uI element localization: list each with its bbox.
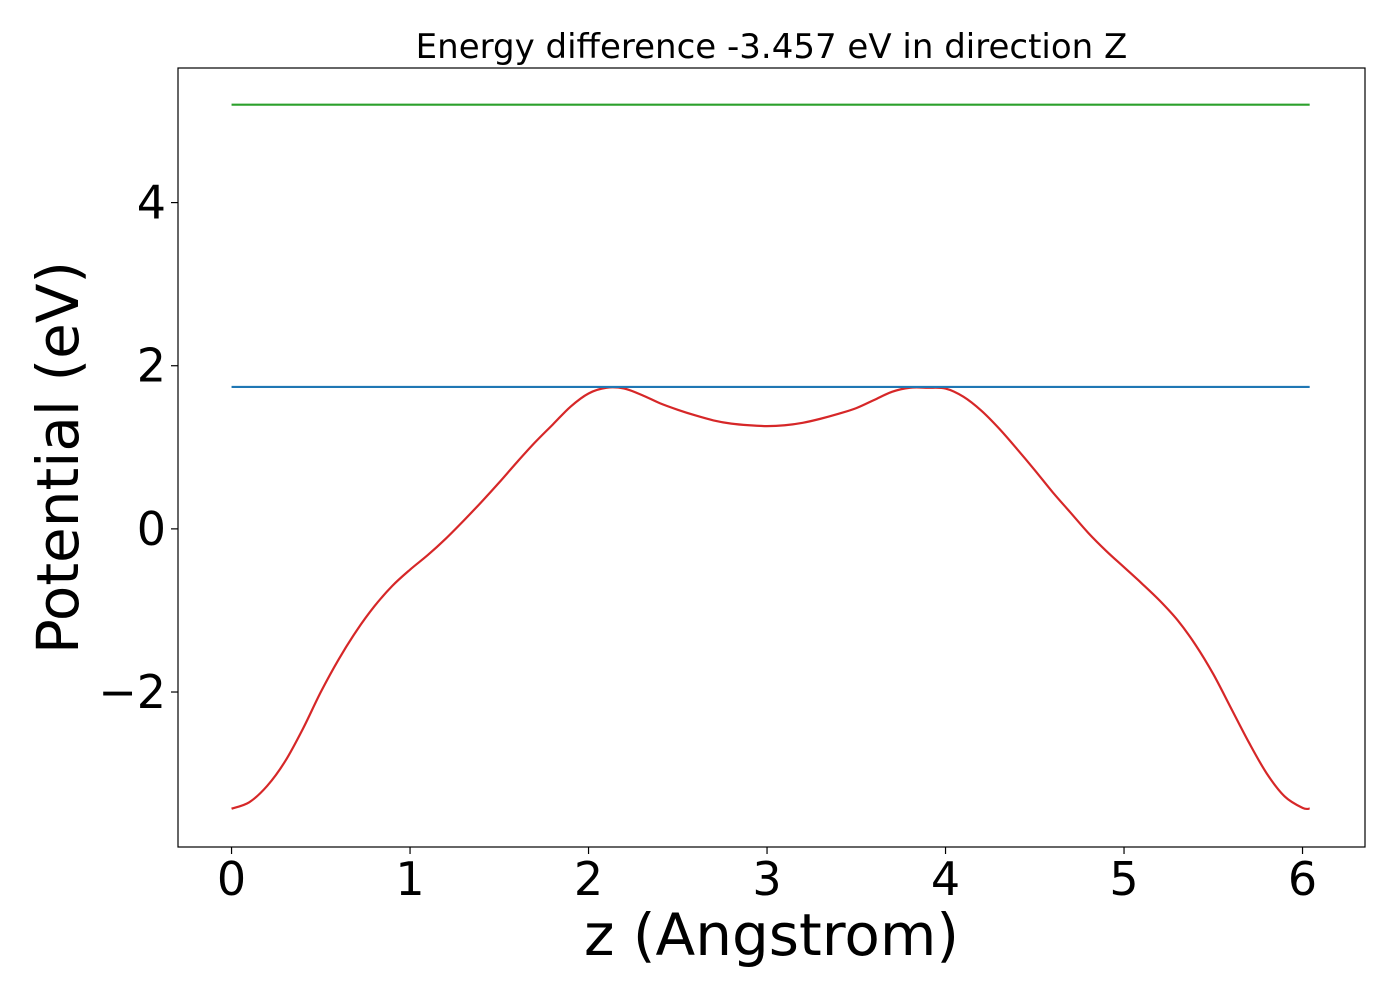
- x-tick-label: 0: [217, 852, 246, 906]
- x-tick-label: 2: [574, 852, 603, 906]
- chart-title: Energy difference -3.457 eV in direction…: [416, 27, 1128, 67]
- x-tick-label: 1: [395, 852, 424, 906]
- x-axis: 0 1 2 3 4 5 6: [217, 847, 1317, 906]
- potential-curve: [231, 386, 1310, 811]
- y-tick-label: −2: [98, 665, 166, 719]
- x-axis-label: z (Angstrom): [584, 901, 959, 969]
- x-tick-label: 3: [752, 852, 781, 906]
- series-layer: [231, 103, 1310, 811]
- y-tick-label: 2: [137, 339, 166, 393]
- y-axis: −2 0 2 4: [98, 176, 178, 719]
- y-tick-label: 4: [137, 176, 166, 230]
- plot-frame: [177, 67, 1366, 848]
- x-tick-label: 4: [931, 852, 960, 906]
- x-tick-label: 5: [1109, 852, 1138, 906]
- x-tick-label: 6: [1288, 852, 1317, 906]
- y-axis-label: Potential (eV): [24, 261, 92, 654]
- y-tick-label: 0: [137, 502, 166, 556]
